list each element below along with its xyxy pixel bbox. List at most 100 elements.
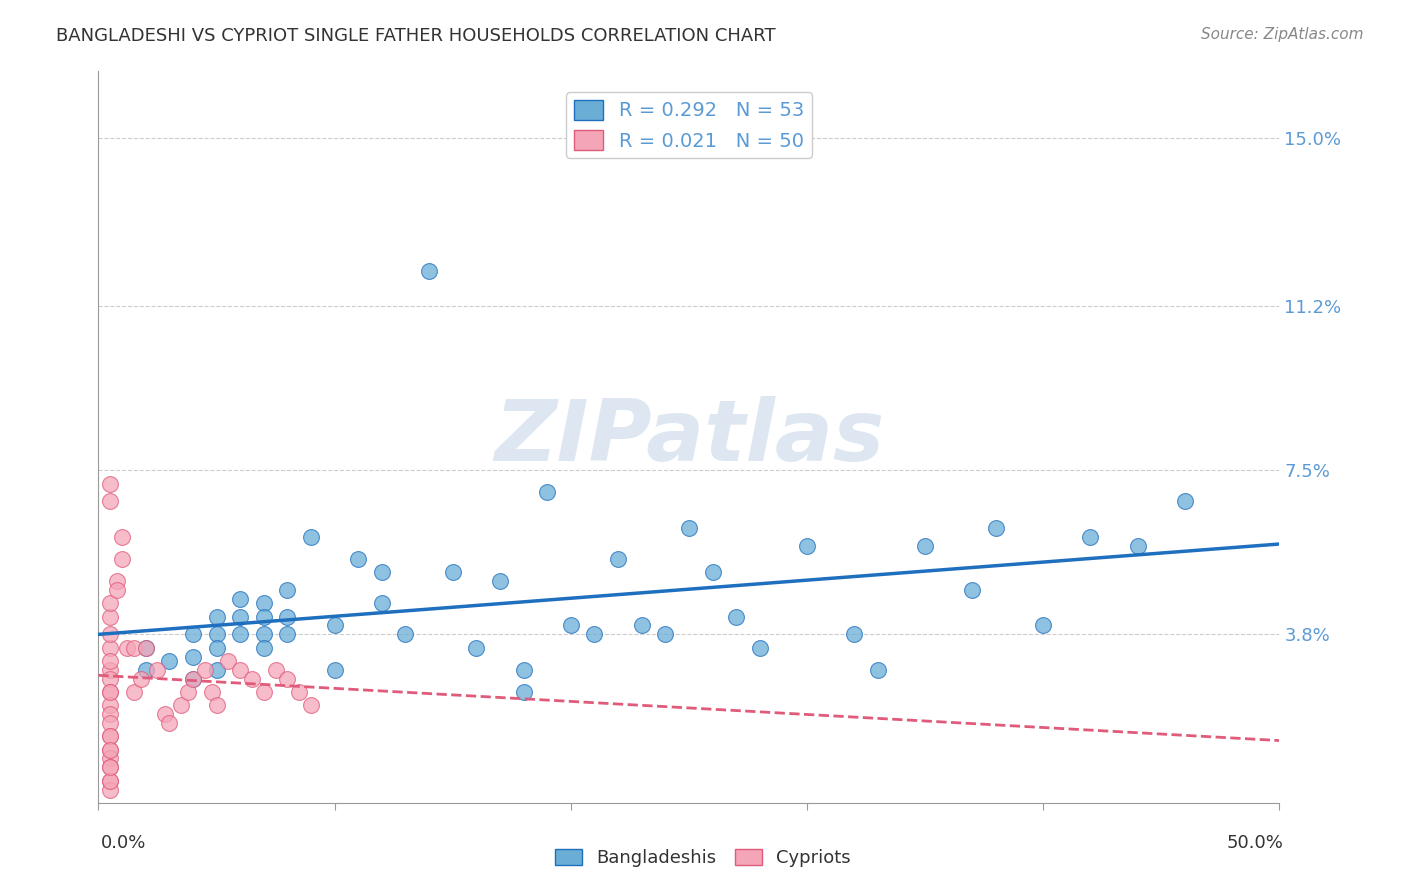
- Point: [98, 773, 121, 788]
- Point: [122, 640, 145, 655]
- Point: [253, 609, 276, 624]
- Point: [240, 672, 263, 686]
- Point: [98, 640, 121, 655]
- Point: [157, 654, 180, 668]
- Point: [371, 596, 394, 610]
- Point: [630, 618, 652, 632]
- Point: [536, 485, 558, 500]
- Point: [984, 521, 1007, 535]
- Point: [129, 672, 152, 686]
- Point: [914, 539, 936, 553]
- Point: [217, 654, 239, 668]
- Point: [725, 609, 748, 624]
- Point: [866, 663, 889, 677]
- Point: [205, 663, 228, 677]
- Point: [264, 663, 287, 677]
- Point: [153, 707, 176, 722]
- Point: [229, 591, 252, 606]
- Point: [253, 640, 276, 655]
- Point: [276, 609, 298, 624]
- Point: [98, 476, 121, 491]
- Point: [229, 627, 252, 641]
- Point: [299, 698, 322, 713]
- Text: 0.0%: 0.0%: [101, 834, 146, 852]
- Point: [1032, 618, 1054, 632]
- Point: [1126, 539, 1149, 553]
- Text: BANGLADESHI VS CYPRIOT SINGLE FATHER HOUSEHOLDS CORRELATION CHART: BANGLADESHI VS CYPRIOT SINGLE FATHER HOU…: [56, 27, 776, 45]
- Point: [98, 654, 121, 668]
- Point: [98, 627, 121, 641]
- Point: [205, 640, 228, 655]
- Point: [371, 566, 394, 580]
- Point: [201, 685, 224, 699]
- Point: [276, 672, 298, 686]
- Point: [489, 574, 512, 589]
- Point: [98, 729, 121, 743]
- Point: [394, 627, 416, 641]
- Point: [157, 716, 180, 731]
- Point: [512, 663, 534, 677]
- Text: Source: ZipAtlas.com: Source: ZipAtlas.com: [1201, 27, 1364, 42]
- Point: [288, 685, 311, 699]
- Point: [229, 609, 252, 624]
- Point: [1080, 530, 1102, 544]
- Point: [323, 663, 346, 677]
- Point: [844, 627, 866, 641]
- Point: [229, 663, 252, 677]
- Point: [512, 685, 534, 699]
- Point: [181, 672, 204, 686]
- Point: [98, 742, 121, 756]
- Point: [98, 609, 121, 624]
- Point: [560, 618, 582, 632]
- Point: [702, 566, 724, 580]
- Point: [98, 729, 121, 743]
- Text: 50.0%: 50.0%: [1227, 834, 1284, 852]
- Point: [98, 773, 121, 788]
- Point: [276, 582, 298, 597]
- Point: [205, 698, 228, 713]
- Point: [135, 640, 157, 655]
- Point: [181, 672, 204, 686]
- Point: [276, 627, 298, 641]
- Point: [205, 609, 228, 624]
- Point: [98, 698, 121, 713]
- Point: [465, 640, 488, 655]
- Point: [441, 566, 464, 580]
- Point: [299, 530, 322, 544]
- Point: [678, 521, 700, 535]
- Point: [98, 751, 121, 765]
- Point: [181, 627, 204, 641]
- Point: [177, 685, 200, 699]
- Point: [98, 760, 121, 774]
- Point: [181, 649, 204, 664]
- Text: ZIPatlas: ZIPatlas: [494, 395, 884, 479]
- Point: [654, 627, 676, 641]
- Point: [607, 552, 630, 566]
- Point: [98, 707, 121, 722]
- Point: [796, 539, 818, 553]
- Point: [98, 494, 121, 508]
- Legend: Bangladeshis, Cypriots: Bangladeshis, Cypriots: [548, 841, 858, 874]
- Legend: R = 0.292   N = 53, R = 0.021   N = 50: R = 0.292 N = 53, R = 0.021 N = 50: [567, 92, 811, 159]
- Point: [98, 760, 121, 774]
- Point: [418, 264, 440, 278]
- Point: [98, 782, 121, 797]
- Point: [105, 582, 128, 597]
- Point: [98, 663, 121, 677]
- Point: [205, 627, 228, 641]
- Point: [111, 552, 134, 566]
- Point: [253, 627, 276, 641]
- Point: [194, 663, 217, 677]
- Point: [748, 640, 770, 655]
- Point: [583, 627, 606, 641]
- Point: [98, 716, 121, 731]
- Point: [98, 685, 121, 699]
- Point: [135, 640, 157, 655]
- Point: [135, 663, 157, 677]
- Point: [105, 574, 128, 589]
- Point: [98, 672, 121, 686]
- Point: [122, 685, 145, 699]
- Point: [98, 685, 121, 699]
- Point: [146, 663, 169, 677]
- Point: [253, 596, 276, 610]
